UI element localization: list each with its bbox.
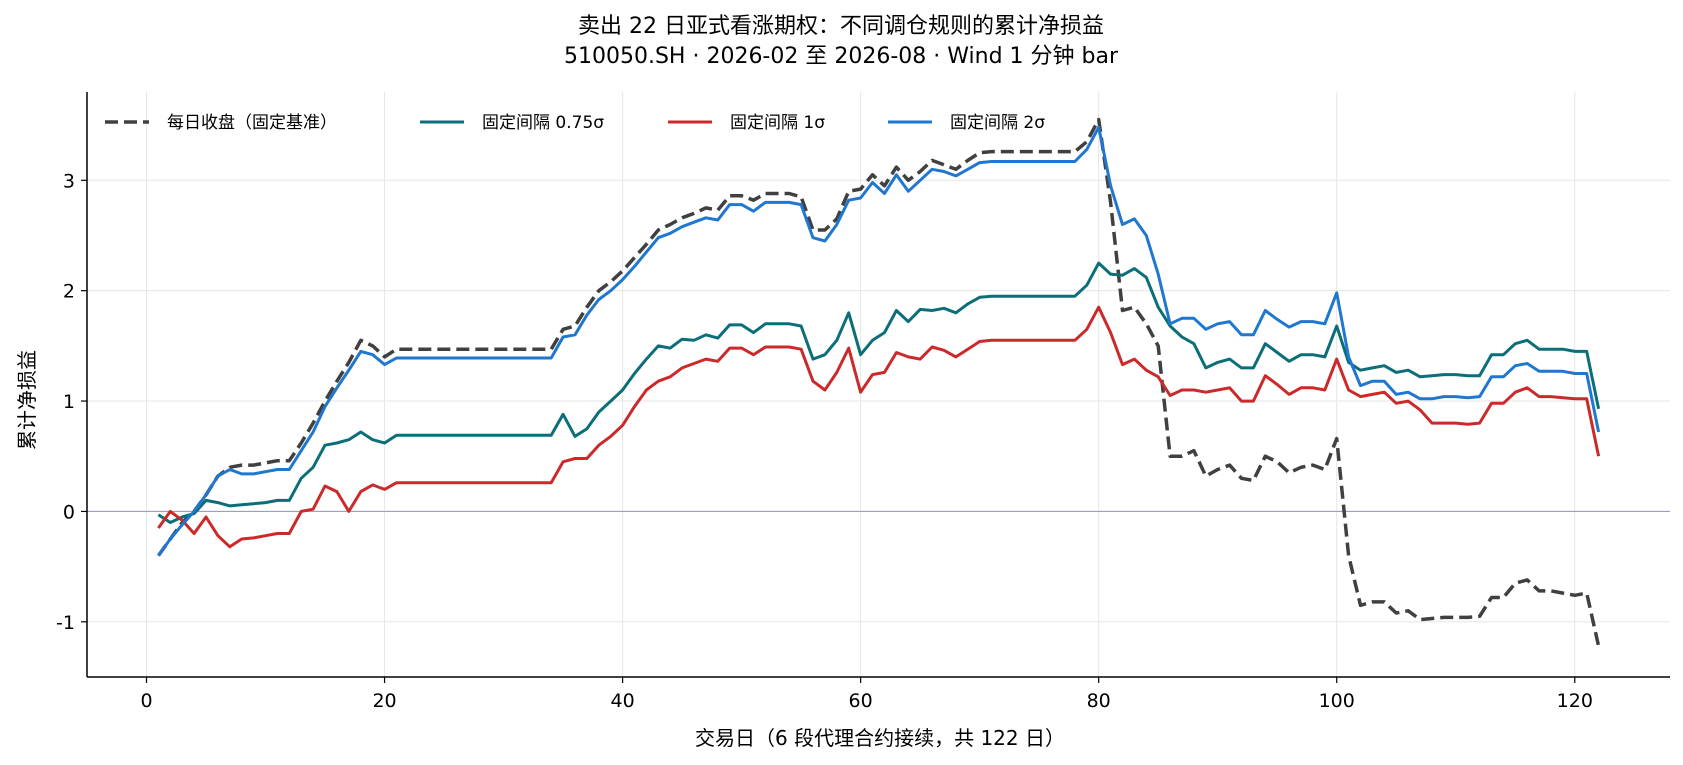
chart-subtitle: 510050.SH · 2026-02 至 2026-08 · Wind 1 分… (564, 44, 1119, 69)
series-lines (156, 117, 1601, 647)
y-tick-label-2: 1 (63, 391, 75, 413)
series-line-3 (157, 125, 1601, 557)
series-line-0 (156, 117, 1601, 647)
axes (86, 92, 1670, 678)
legend-label-2: 固定间隔 1σ (730, 113, 825, 133)
x-tick-label-2: 40 (611, 690, 635, 712)
y-axis-ticks: -1 0 1 2 3 (56, 170, 87, 634)
series-line-2 (157, 305, 1601, 549)
y-axis-label: 累计净损益 (15, 350, 39, 450)
y-tick-label-1: 0 (63, 501, 75, 523)
chart-title: 卖出 22 日亚式看涨期权：不同调仓规则的累计净损益 (578, 14, 1104, 39)
legend-label-1: 固定间隔 0.75σ (482, 113, 604, 133)
x-tick-label-6: 120 (1557, 690, 1593, 712)
x-tick-label-1: 20 (372, 690, 396, 712)
y-tick-label-0: -1 (56, 612, 75, 634)
y-tick-label-3: 2 (63, 281, 75, 303)
legend-label-0: 每日收盘（固定基准） (167, 113, 337, 133)
grid (87, 92, 1670, 677)
x-tick-label-5: 100 (1319, 690, 1355, 712)
y-tick-label-4: 3 (63, 170, 75, 192)
legend-label-3: 固定间隔 2σ (950, 113, 1045, 133)
x-tick-label-0: 0 (140, 690, 152, 712)
x-axis-ticks: 0 20 40 60 80 100 120 (140, 677, 1593, 712)
x-tick-label-4: 80 (1087, 690, 1111, 712)
legend: 每日收盘（固定基准） 固定间隔 0.75σ 固定间隔 1σ 固定间隔 2σ (105, 113, 1045, 133)
x-tick-label-3: 60 (849, 690, 873, 712)
series-line-1 (157, 261, 1601, 524)
x-axis-label: 交易日（6 段代理合约接续，共 122 日） (695, 726, 1065, 750)
